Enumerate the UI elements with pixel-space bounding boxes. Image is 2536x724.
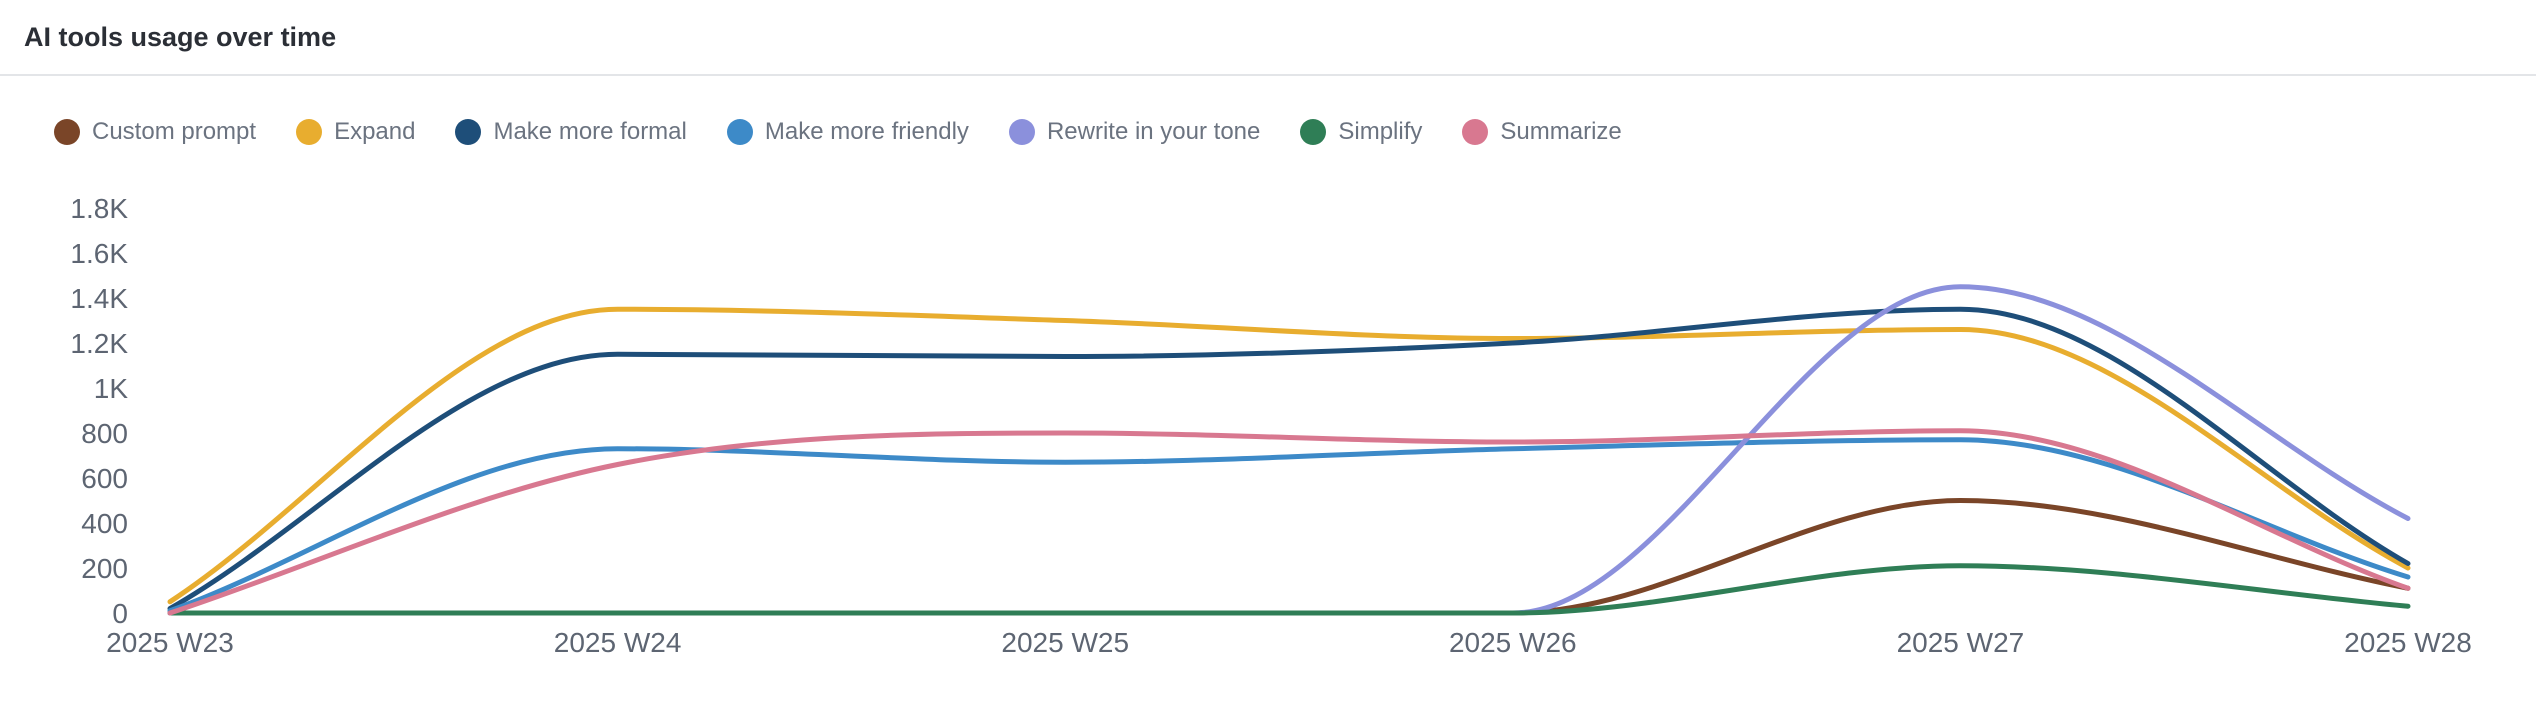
x-tick-label: 2025 W25	[1001, 627, 1129, 658]
legend-item-simplify[interactable]: Simplify	[1300, 118, 1422, 146]
x-tick-label: 2025 W26	[1449, 627, 1577, 658]
y-tick-label: 1.4K	[70, 283, 128, 314]
series-line-make-more-formal[interactable]	[167, 306, 2411, 611]
x-tick-label: 2025 W24	[554, 627, 682, 658]
y-tick-label: 1.8K	[70, 193, 128, 224]
legend-item-make-more-friendly[interactable]: Make more friendly	[726, 118, 969, 146]
legend-item-make-more-formal[interactable]: Make more formal	[455, 118, 687, 146]
x-axis: 2025 W23 2025 W24 2025 W25 2025 W26 2025 W27…	[106, 627, 2472, 658]
legend-label: Rewrite in your tone	[1046, 118, 1261, 145]
x-tick-label: 2025 W28	[2344, 627, 2472, 658]
legend-label: Make more friendly	[764, 118, 969, 145]
series-line-summarize[interactable]	[167, 428, 2411, 616]
y-tick-label: 1K	[94, 373, 129, 404]
legend-label: Simplify	[1338, 118, 1423, 145]
y-tick-label: 1.2K	[70, 328, 128, 359]
x-tick-label: 2025 W23	[106, 627, 234, 658]
legend-item-rewrite-in-your-tone[interactable]: Rewrite in your tone	[1008, 118, 1261, 146]
panel-header: AI tools usage over time	[0, 0, 2536, 76]
y-axis: 0 200 400 600 800 1K 1.2K 1.4K 1.6K 1.8K	[70, 193, 128, 629]
legend-label: Summarize	[1500, 118, 1622, 145]
legend-swatch	[296, 119, 323, 145]
chart-legend: Custom prompt Expand Make more formal Make …	[54, 118, 1662, 146]
legend-label: Custom prompt	[92, 118, 257, 145]
legend-label: Make more formal	[493, 118, 687, 145]
legend-label: Expand	[334, 118, 416, 145]
chart-title: AI tools usage over time	[24, 21, 337, 52]
series-line-custom-prompt[interactable]	[167, 498, 2411, 616]
legend-swatch	[1008, 119, 1035, 145]
series-line-expand[interactable]	[167, 306, 2411, 605]
series-line-simplify[interactable]	[167, 563, 2411, 616]
legend-item-expand[interactable]: Expand	[296, 118, 415, 146]
series-line-make-more-friendly[interactable]	[167, 437, 2411, 614]
y-tick-label: 400	[81, 508, 128, 539]
legend-swatch	[1300, 119, 1327, 145]
x-tick-label: 2025 W27	[1897, 627, 2025, 658]
legend-swatch	[455, 119, 482, 145]
legend-swatch	[1462, 119, 1489, 145]
y-tick-label: 600	[81, 463, 128, 494]
y-tick-label: 1.6K	[70, 238, 128, 269]
y-tick-label: 800	[81, 418, 128, 449]
series-lines	[167, 284, 2411, 616]
legend-item-custom-prompt[interactable]: Custom prompt	[54, 118, 256, 146]
legend-swatch	[54, 119, 80, 145]
legend-item-summarize[interactable]: Summarize	[1462, 118, 1622, 146]
legend-swatch	[726, 119, 753, 145]
y-tick-label: 0	[112, 598, 128, 629]
y-tick-label: 200	[81, 553, 128, 584]
